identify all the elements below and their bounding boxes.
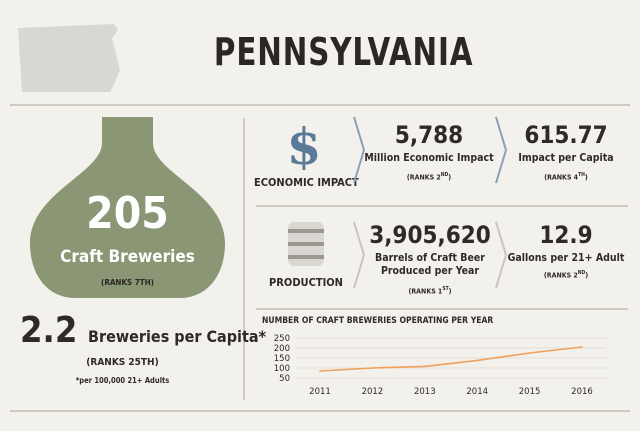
economic-impact-rank: (RANKS 2ND) [406,172,452,182]
impact-per-capita-value: 615.77 [524,121,608,149]
data-point [371,367,374,369]
y-tick-label: 200 [274,344,290,354]
breweries-count: 205 [86,188,169,239]
middle-divider [256,205,628,207]
gallons-value: 12.9 [539,221,593,249]
economic-impact-label: ECONOMIC IMPACT [254,176,359,189]
x-tick-label: 2014 [466,387,488,397]
x-tick-label: 2015 [519,387,541,397]
y-tick-label: 100 [274,364,290,374]
y-tick-label: 150 [274,354,290,364]
y-tick-label: 50 [279,374,290,384]
y-tick-label: 250 [274,334,290,344]
barrels-value: 3,905,620 [369,221,491,249]
chevron-right-icon [353,221,366,289]
economic-impact-value: 5,788 [394,121,464,149]
breweries-label: Craft Breweries [60,247,195,267]
chevron-right-icon [353,116,366,184]
lower-divider [256,308,628,310]
page-title: PENNSYLVANIA [213,30,474,74]
data-point [528,352,531,354]
barrels-label: Barrels of Craft Beer Produced per Year [375,252,485,277]
per-capita-value: 2.2 [20,310,78,351]
x-tick-label: 2011 [309,387,331,397]
data-point [424,365,426,368]
keg-icon [288,222,324,266]
x-tick-label: 2013 [414,387,436,397]
top-divider [10,104,630,106]
barrels-rank: (RANKS 1ST) [408,286,452,296]
chevron-right-icon [495,116,508,184]
impact-per-capita-rank: (RANKS 4TH) [544,172,588,182]
x-tick-label: 2012 [362,387,384,397]
state-shape [18,24,120,92]
x-tick-label: 2016 [571,387,593,397]
svg-text:$: $ [287,118,322,170]
bottle-icon [30,117,225,298]
data-point [581,346,583,348]
impact-per-capita-label: Impact per Capita [518,152,614,164]
chevron-right-icon [495,221,508,289]
series-line [319,346,583,372]
data-point [319,370,321,372]
per-capita-rank: (RANKS 25TH) [86,357,159,368]
per-capita-label: Breweries per Capita* [88,327,267,346]
dollar-icon: $ [287,118,322,170]
vertical-divider [243,118,245,400]
data-point [476,359,478,362]
gallons-rank: (RANKS 2ND) [543,270,589,280]
breweries-rank: (RANKS 7TH) [101,278,154,287]
gallons-label: Gallons per 21+ Adult [507,252,625,264]
bottom-divider [10,410,630,412]
production-label: PRODUCTION [269,276,343,289]
economic-impact-metric-label: Million Economic Impact [364,152,494,164]
chart-title: NUMBER OF CRAFT BREWERIES OPERATING PER … [262,316,494,326]
per-capita-note: *per 100,000 21+ Adults [75,376,170,385]
